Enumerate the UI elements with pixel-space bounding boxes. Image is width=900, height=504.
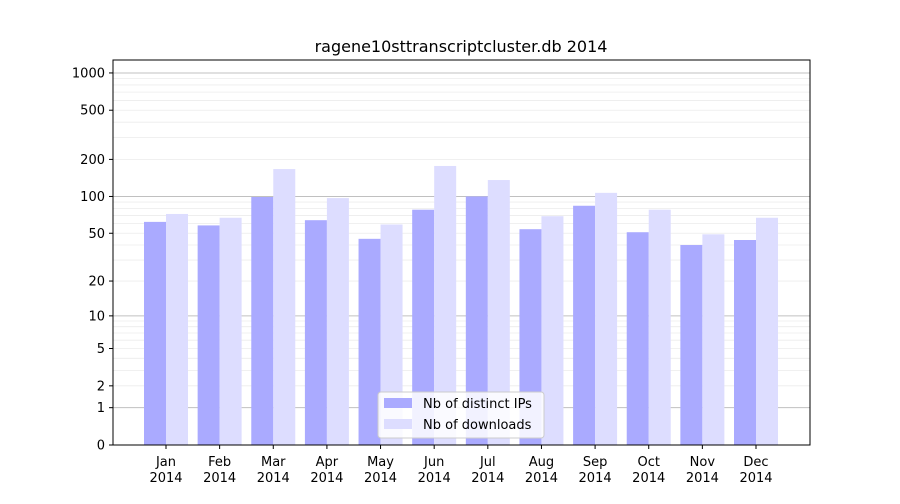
y-tick-label: 1000	[72, 66, 105, 81]
y-tick-label: 50	[88, 227, 105, 242]
x-tick-label: Jul 2014	[471, 455, 504, 486]
x-tick-label: Mar 2014	[257, 455, 290, 486]
legend-box	[377, 391, 545, 439]
x-tick-label: Jan 2014	[149, 455, 182, 486]
bar-downloads	[487, 180, 510, 446]
plot-frame	[112, 59, 811, 446]
bar-downloads	[434, 165, 457, 445]
bar-distinct-ips	[197, 225, 220, 445]
bar-downloads	[166, 213, 188, 445]
bar-distinct-ips	[304, 220, 327, 445]
x-tick-label: Jun 2014	[418, 455, 451, 486]
y-tick-label: 5	[97, 342, 105, 357]
y-tick-label: 1	[97, 401, 105, 416]
chart-title: ragene10sttranscriptcluster.db 2014	[315, 37, 608, 56]
bar-distinct-ips	[144, 221, 166, 445]
bar-distinct-ips	[519, 229, 542, 445]
bars	[144, 165, 778, 446]
bar-downloads	[326, 198, 349, 445]
x-tick-label: Feb 2014	[203, 455, 236, 486]
x-tick-label: Dec 2014	[739, 455, 772, 486]
y-tick-label: 0	[97, 439, 105, 454]
bar-downloads	[756, 217, 778, 445]
x-tick-label: Nov 2014	[686, 455, 719, 486]
x-tick-label: Apr 2014	[310, 455, 343, 486]
legend-label: Nb of downloads	[423, 418, 532, 433]
bar-distinct-ips	[680, 245, 703, 445]
x-tick-label: May 2014	[364, 455, 397, 486]
legend-swatch	[384, 419, 412, 429]
legend-label: Nb of distinct IPs	[423, 397, 532, 412]
x-tick-label: Sep 2014	[579, 455, 612, 486]
y-tick-label: 100	[80, 190, 105, 205]
bar-downloads	[380, 224, 403, 445]
bar-distinct-ips	[251, 197, 274, 445]
y-tick-label: 10	[88, 309, 105, 324]
x-tick-label: Oct 2014	[632, 455, 665, 486]
bar-downloads	[702, 234, 725, 445]
legend: Nb of distinct IPs Nb of downloads	[377, 391, 545, 439]
y-tick-label: 200	[80, 153, 105, 168]
bar-distinct-ips	[734, 240, 756, 445]
bar-distinct-ips	[573, 205, 596, 445]
bar-downloads	[595, 192, 618, 445]
x-axis: Jan 2014 Feb 2014 Mar 2014 Apr 2014 May 2014 Jun 20…	[149, 445, 773, 486]
bar-downloads	[219, 217, 242, 445]
y-tick-label: 500	[80, 104, 105, 119]
bar-distinct-ips	[358, 238, 381, 445]
bar-distinct-ips	[626, 232, 649, 445]
bar-downloads	[648, 209, 671, 445]
x-tick-label: Aug 2014	[525, 455, 558, 486]
legend-swatch	[384, 398, 412, 408]
bar-downloads	[273, 169, 296, 445]
y-axis: 0 1 2 5 10 20 50 100 200 500 1000	[72, 66, 113, 454]
y-tick-label: 2	[97, 379, 105, 394]
bar-distinct-ips	[412, 209, 435, 445]
y-tick-label: 20	[88, 275, 105, 290]
bar-distinct-ips	[465, 196, 488, 445]
bar-downloads	[541, 216, 564, 445]
